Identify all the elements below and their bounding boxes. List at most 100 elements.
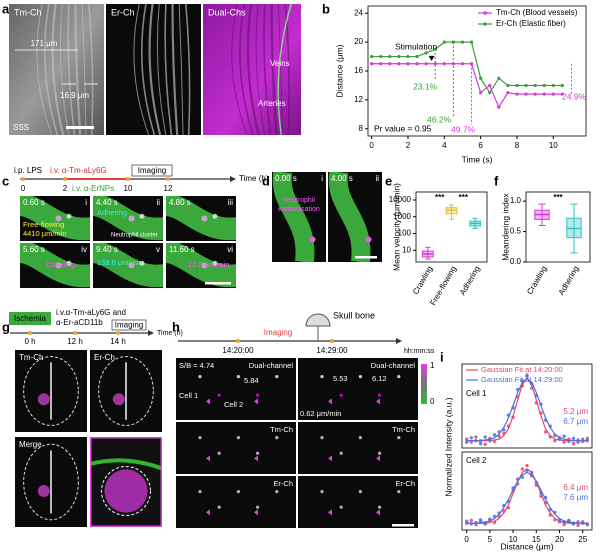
x-tick-label: Adhering (458, 265, 482, 297)
texture (320, 436, 324, 440)
row-label: Er-Ch (273, 479, 293, 488)
point (571, 441, 576, 446)
frame-note: Free-flowing (23, 220, 64, 229)
texture (270, 4, 278, 135)
micrograph (328, 172, 382, 262)
point (397, 54, 401, 59)
scale-bar (66, 126, 94, 129)
point (433, 47, 437, 51)
x-tick-label: 10 (509, 535, 518, 544)
timeline-label: Imaging (115, 321, 143, 330)
texture (256, 451, 260, 455)
texture (254, 455, 258, 462)
x-tick-label: 15 (532, 535, 541, 544)
micrograph (15, 350, 87, 432)
point (497, 76, 501, 80)
texture (206, 398, 210, 405)
colorbar-label: 1 (430, 361, 435, 370)
point (551, 92, 555, 96)
annotation: Pr value = 0.95 (374, 123, 432, 133)
texture (298, 358, 418, 420)
point (542, 83, 546, 88)
frame-time: 0.60 s (23, 198, 45, 207)
y-tick-label: 16 (354, 66, 363, 75)
texture (231, 4, 248, 135)
texture (133, 4, 150, 135)
frame-time: 0.00 s (275, 174, 297, 183)
frame-index: iii (228, 198, 234, 207)
texture (140, 4, 156, 135)
point (562, 434, 566, 439)
point (524, 92, 528, 96)
timeline-dot (116, 331, 120, 335)
y-tick-label: 1000 (393, 212, 411, 221)
timeline-dot (28, 331, 32, 335)
texture (55, 262, 62, 269)
micrograph (15, 437, 87, 527)
point (479, 76, 483, 80)
texture (23, 356, 79, 426)
time-unit: hh:mm:ss (404, 348, 435, 355)
x-tick-label: 20 (555, 535, 564, 544)
frame-index: v (156, 245, 160, 254)
point (424, 62, 428, 66)
texture (328, 172, 371, 262)
point (415, 62, 419, 66)
timeline-label: i.v. α-ErNPs (72, 184, 114, 193)
timeline-tick: 0 h (24, 337, 35, 346)
width-label: 6.7 μm (563, 417, 588, 426)
micrograph (20, 243, 90, 288)
point (397, 62, 401, 66)
region-label: Arteries (258, 99, 286, 108)
point (529, 470, 534, 475)
x-axis-label: Time (s) (462, 154, 493, 164)
point (464, 437, 469, 441)
texture (55, 215, 62, 222)
texture (51, 4, 65, 135)
frame-time: 5.60 s (23, 245, 45, 254)
point (370, 54, 374, 59)
timeline-dot (63, 177, 67, 181)
y-tick-label: 20 (354, 37, 363, 46)
width-label: 7.6 μm (563, 493, 588, 502)
channel-label: Tm-Ch (14, 7, 42, 17)
texture (254, 398, 258, 405)
texture (309, 236, 316, 243)
timeline-label: i.v. α-Tm-aLy6G (50, 166, 107, 175)
fit-line (466, 471, 588, 524)
texture (320, 490, 324, 494)
x-tick-label: 8 (515, 141, 520, 150)
point (406, 62, 410, 66)
y-axis-label: Mean velocity (μm/min) (391, 183, 401, 271)
texture (358, 375, 362, 379)
texture (358, 436, 362, 440)
annotation: 46.2% (427, 114, 452, 124)
subplot-title: Cell 1 (466, 389, 487, 398)
panel-letter: e (385, 173, 392, 188)
timeline-unit: Time (h) (157, 330, 183, 337)
legend-marker (483, 22, 487, 26)
frame-index: iv (81, 245, 87, 254)
y-tick-label: 0.5 (510, 227, 522, 236)
texture (139, 260, 145, 266)
timeline-dot (21, 177, 25, 181)
point (497, 105, 501, 109)
point (388, 54, 392, 59)
point (562, 440, 566, 444)
texture (263, 4, 272, 135)
timeline-label: Imaging (138, 166, 166, 175)
region-label: SSS (13, 123, 29, 132)
panel-letter: d (262, 173, 270, 188)
texture (98, 356, 154, 426)
x-tick-label: 10 (549, 141, 558, 150)
point (460, 40, 465, 44)
micrograph (272, 172, 326, 262)
plot-frame (415, 191, 488, 263)
point (525, 374, 529, 379)
micrograph (90, 350, 162, 432)
row-label: Dual-channel (249, 361, 294, 370)
frame-index: ii (156, 198, 160, 207)
image-label: 5.53 (333, 374, 348, 383)
texture (256, 505, 260, 509)
texture (59, 4, 70, 135)
